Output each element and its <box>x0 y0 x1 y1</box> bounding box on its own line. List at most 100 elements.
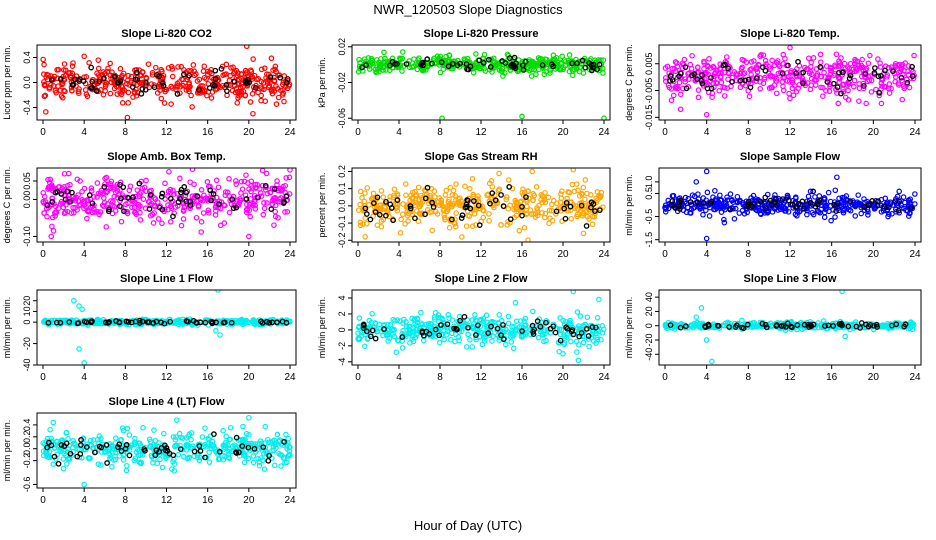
reference-point <box>592 208 598 215</box>
data-point <box>131 204 138 211</box>
data-point <box>713 79 719 86</box>
data-point <box>215 184 222 191</box>
data-point <box>175 321 182 328</box>
data-point <box>446 196 452 203</box>
y-axis-label: kPa per min. <box>317 57 327 108</box>
data-point <box>517 318 524 324</box>
reference-point <box>444 321 451 328</box>
data-point <box>790 92 797 99</box>
data-point <box>856 98 862 104</box>
x-tick-label: 8 <box>746 372 752 383</box>
x-tick-label: 8 <box>437 127 443 138</box>
outlier-point <box>842 333 849 340</box>
data-point <box>573 338 580 345</box>
x-tick-label: 20 <box>243 495 255 506</box>
reference-point <box>574 60 580 67</box>
data-point <box>573 181 580 187</box>
data-point <box>447 184 454 191</box>
reference-point <box>52 189 59 196</box>
reference-point <box>476 57 483 64</box>
data-point <box>267 79 273 86</box>
reference-point <box>116 319 123 326</box>
data-point <box>176 318 183 324</box>
data-point <box>47 176 54 183</box>
data-point <box>169 73 176 80</box>
data-point <box>764 208 770 214</box>
x-tick-label: 4 <box>396 127 402 138</box>
reference-point <box>383 198 389 205</box>
data-point <box>496 312 502 318</box>
reference-point <box>160 82 167 89</box>
data-point <box>70 60 76 66</box>
data-point <box>283 175 290 181</box>
reference-point <box>360 325 367 331</box>
data-point <box>875 56 881 62</box>
data-point <box>716 87 723 94</box>
data-point <box>387 322 394 328</box>
reference-point <box>744 203 750 210</box>
x-tick-label: 12 <box>161 249 173 260</box>
data-point <box>431 314 438 320</box>
data-point <box>193 71 199 77</box>
reference-point <box>475 202 482 209</box>
reference-point <box>45 319 52 326</box>
x-tick-label: 20 <box>868 249 880 260</box>
x-tick-label: 24 <box>598 372 610 383</box>
reference-point <box>822 323 828 329</box>
x-tick-label: 12 <box>475 372 487 383</box>
data-point <box>503 341 509 348</box>
data-point <box>721 84 728 91</box>
reference-point <box>438 322 444 328</box>
data-point <box>207 69 213 75</box>
data-point <box>748 76 755 83</box>
data-point <box>582 177 589 183</box>
reference-point <box>882 67 888 74</box>
data-point <box>264 436 271 443</box>
data-point <box>538 192 545 198</box>
data-point <box>157 456 163 463</box>
data-point <box>717 205 724 211</box>
data-point <box>252 441 259 447</box>
y-tick-label: 10 <box>22 306 32 316</box>
reference-point <box>757 198 764 205</box>
data-point <box>594 189 601 195</box>
data-point <box>269 447 275 454</box>
reference-point <box>498 192 504 198</box>
data-point <box>233 178 239 184</box>
data-point <box>429 227 435 234</box>
data-point <box>524 210 530 217</box>
data-point <box>280 455 287 461</box>
data-point <box>578 190 585 197</box>
data-point <box>867 52 873 59</box>
data-point <box>42 109 49 115</box>
data-point <box>238 190 244 196</box>
data-point <box>793 88 800 95</box>
data-point <box>435 55 442 62</box>
data-point <box>418 309 424 316</box>
reference-point <box>363 62 369 69</box>
data-point <box>49 223 55 230</box>
data-point <box>670 92 677 99</box>
data-point <box>507 202 513 209</box>
data-point <box>892 61 899 67</box>
reference-point <box>485 56 492 63</box>
data-point <box>227 424 234 431</box>
data-point <box>112 456 119 463</box>
data-point <box>488 178 495 184</box>
y-tick-label: 40 <box>644 292 654 302</box>
data-point <box>595 58 602 65</box>
data-point <box>402 181 409 187</box>
data-point <box>159 220 165 227</box>
data-point <box>672 83 679 90</box>
data-point <box>736 210 743 216</box>
data-point <box>467 185 473 192</box>
data-point <box>683 209 690 216</box>
data-point <box>100 69 107 75</box>
data-point <box>398 216 404 223</box>
x-tick-label: 0 <box>662 127 668 138</box>
data-point <box>278 463 284 469</box>
reference-point <box>892 198 899 205</box>
